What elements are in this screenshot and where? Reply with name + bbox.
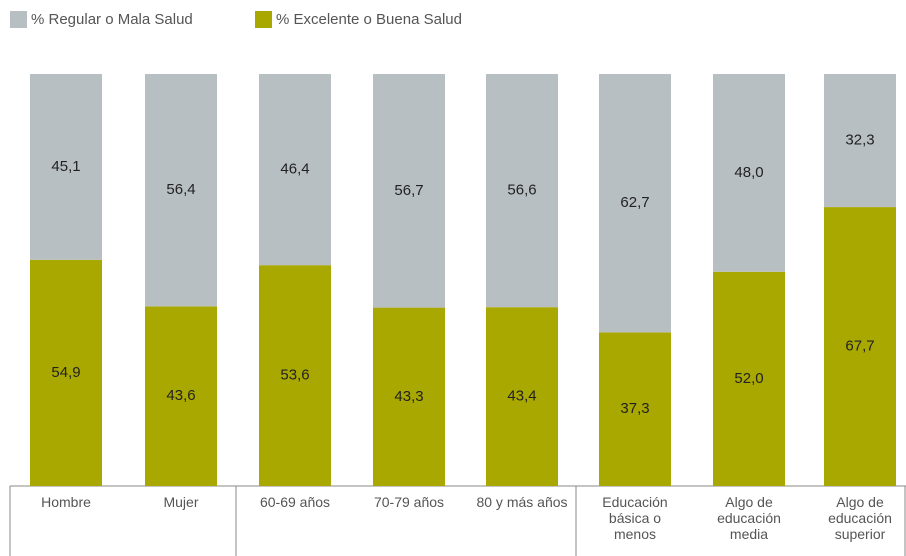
data-label: 43,4 [507,388,536,405]
data-label: 32,3 [845,132,874,149]
bar-segment [259,74,331,266]
bar-segment [145,74,217,307]
data-label: 52,0 [734,370,763,387]
bar-segment [145,306,217,486]
bar-segment [713,271,785,486]
data-label: 48,0 [734,164,763,181]
bar-segment [486,307,558,486]
x-tick-label: Hombre [41,494,91,510]
x-tick-label: 60-69 años [259,494,331,510]
bar-segment [599,74,671,333]
data-label: 56,7 [394,182,423,199]
data-label: 45,1 [51,158,80,175]
data-label: 67,7 [845,338,874,355]
x-tick-label: 70-79 años [373,494,445,510]
bar-segment [713,74,785,272]
bar-segment [373,74,445,308]
x-tick-label: Educación básica o menos [602,494,668,542]
bar-segment [30,74,102,260]
data-label: 54,9 [51,364,80,381]
data-label: 46,4 [280,161,309,178]
data-label: 56,6 [507,182,536,199]
bar-segment [373,307,445,486]
x-tick-label: 80 y más años [476,494,568,510]
bar-segment [824,74,896,208]
x-tick-label: Mujer [163,494,199,510]
data-label: 43,6 [166,387,195,404]
legend-swatch [10,11,27,28]
x-tick-label: Algo de educación media [717,494,781,542]
bar-segment [30,259,102,486]
data-label: 43,3 [394,388,423,405]
x-tick-label: Algo de educación superior [828,494,892,542]
bar-segment [599,332,671,486]
legend-label: % Excelente o Buena Salud [276,11,462,28]
bar-segment [486,74,558,308]
legend-swatch [255,11,272,28]
data-label: 62,7 [620,194,649,211]
data-label: 56,4 [166,181,195,198]
bar-segment [259,265,331,486]
legend-label: % Regular o Mala Salud [31,11,193,28]
data-label: 53,6 [280,367,309,384]
bar-segment [824,207,896,487]
data-label: 37,3 [620,400,649,417]
